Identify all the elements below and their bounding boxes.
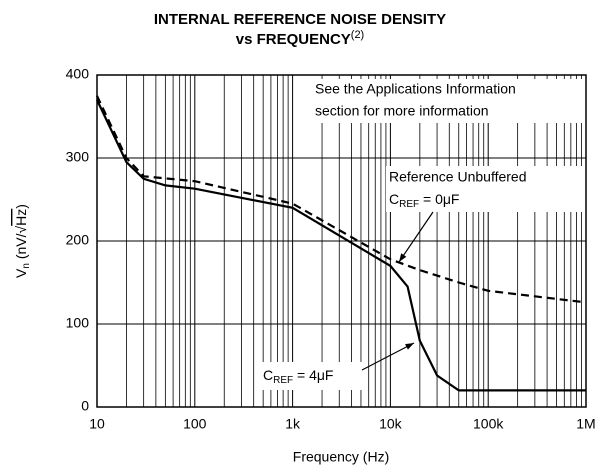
y-label-sub: n	[21, 263, 32, 269]
y-tick-label: 200	[66, 232, 90, 248]
x-tick-label: 1M	[576, 416, 595, 432]
arrow-head	[405, 343, 414, 350]
y-label-unit: )	[13, 204, 29, 209]
chart-title: vs FREQUENCY(2)	[236, 29, 364, 48]
series-line	[96, 95, 587, 304]
series-label-part: C	[389, 191, 399, 207]
annotation-background	[312, 79, 582, 123]
series-label-sub: REF	[399, 199, 419, 210]
x-axis-label: Frequency (Hz)	[293, 449, 389, 465]
grid	[96, 74, 587, 408]
arrow	[361, 342, 415, 371]
series-label-part: = 0μF	[419, 191, 459, 207]
plot-frame	[96, 74, 587, 408]
y-label-unit: (nV/√	[13, 226, 29, 264]
series-label: CREF = 0μF	[389, 191, 459, 210]
y-label-symbol: V	[13, 268, 29, 278]
title-note: (2)	[351, 29, 364, 41]
y-tick-label: 0	[81, 398, 89, 414]
chart-title: vs FREQUENCY	[236, 31, 351, 48]
annotation: See the Applications Information	[315, 81, 516, 97]
annotation: Reference Unbuffered	[389, 169, 527, 185]
y-label-radicand: Hz	[13, 209, 29, 226]
series-label-part: = 4μF	[293, 367, 333, 383]
y-tick-label: 400	[66, 66, 90, 82]
annotation-background	[386, 166, 582, 212]
arrow-head	[399, 253, 407, 262]
y-tick-label: 100	[66, 315, 90, 331]
y-axis-label: Vn (nV/√Hz)	[13, 204, 32, 278]
series-line	[96, 99, 586, 392]
x-tick-label: 100k	[473, 416, 504, 432]
series-label: CREF = 4μF	[263, 367, 333, 386]
x-tick-label: 100	[183, 416, 207, 432]
y-tick-label: 300	[66, 149, 90, 165]
chart-title: INTERNAL REFERENCE NOISE DENSITY	[154, 11, 446, 28]
series-label-sub: REF	[273, 375, 293, 386]
x-tick-label: 10k	[379, 416, 403, 432]
annotation: section for more information	[315, 103, 489, 119]
annotation-background	[260, 362, 364, 390]
x-tick-label: 10	[89, 416, 105, 432]
x-tick-label: 1k	[285, 416, 301, 432]
series-label-part: C	[263, 367, 273, 383]
arrow	[398, 211, 434, 263]
